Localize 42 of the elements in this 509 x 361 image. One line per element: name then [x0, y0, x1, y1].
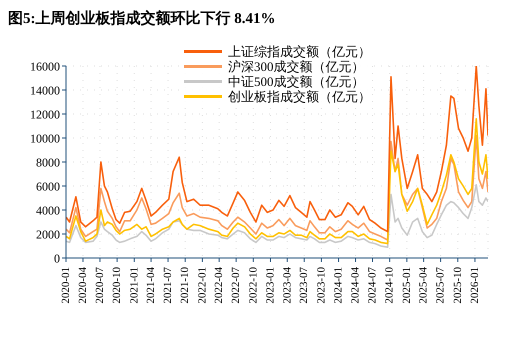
x-tick-label: 2021-07 [162, 266, 174, 304]
y-tick-label: 6000 [36, 179, 60, 194]
x-tick-label: 2025-10 [452, 266, 464, 304]
x-tick-label: 2024-01 [332, 267, 345, 304]
x-tick-label: 2022-01 [196, 267, 208, 304]
x-tick-label: 2023-10 [315, 266, 328, 304]
x-tick-label: 2020-10 [111, 266, 124, 304]
x-tick-label: 2026-01 [468, 267, 481, 304]
y-tick-label: 10000 [30, 131, 60, 146]
x-tick-label: 2023-01 [264, 267, 276, 304]
x-tick-label: 2024-04 [350, 266, 362, 304]
legend-label: 中证500成交额（亿元） [228, 74, 364, 89]
x-tick-label: 2022-10 [247, 266, 260, 304]
y-tick-label: 2000 [36, 227, 60, 242]
x-tick-label: 2020-04 [76, 266, 89, 304]
chart-title: 图5:上周创业板指成交额环比下行 8.41% [8, 9, 276, 29]
x-tick-label: 2020-01 [60, 267, 72, 304]
x-tick-label: 2021-04 [145, 266, 158, 304]
x-tick-label: 2021-01 [128, 267, 140, 304]
x-tick-label: 2023-04 [281, 266, 294, 304]
x-tick-label: 2020-07 [94, 266, 106, 304]
x-tick-label: 2025-01 [400, 267, 413, 304]
y-tick-label: 12000 [30, 107, 60, 122]
y-tick-label: 4000 [36, 203, 60, 218]
legend-label: 创业板指成交额（亿元） [228, 89, 371, 104]
x-tick-label: 2021-10 [179, 266, 192, 304]
line-series [66, 134, 488, 241]
y-tick-label: 16000 [30, 59, 60, 74]
legend-label: 上证综指成交额（亿元） [228, 44, 371, 59]
y-tick-label: 0 [54, 251, 60, 266]
x-tick-label: 2023-07 [298, 266, 310, 304]
line-series [66, 118, 488, 244]
y-tick-label: 8000 [36, 155, 60, 170]
y-tick-label: 14000 [30, 83, 60, 98]
x-tick-label: 2024-07 [366, 266, 379, 304]
x-tick-label: 2025-07 [434, 266, 447, 304]
x-tick-label: 2024-10 [384, 266, 396, 304]
legend-label: 沪深300成交额（亿元） [228, 59, 364, 74]
x-tick-label: 2025-04 [418, 266, 430, 304]
x-tick-label: 2022-04 [213, 266, 226, 304]
line-series [66, 184, 488, 248]
x-tick-label: 2022-07 [230, 266, 242, 304]
